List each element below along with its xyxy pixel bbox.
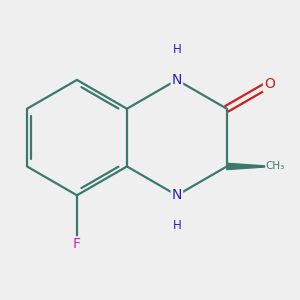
Text: H: H	[172, 44, 181, 56]
Text: CH₃: CH₃	[266, 161, 285, 171]
Polygon shape	[227, 163, 273, 170]
Text: N: N	[172, 188, 182, 202]
Text: F: F	[73, 237, 81, 251]
Text: O: O	[264, 77, 275, 91]
Text: H: H	[172, 219, 181, 232]
Text: N: N	[172, 73, 182, 87]
